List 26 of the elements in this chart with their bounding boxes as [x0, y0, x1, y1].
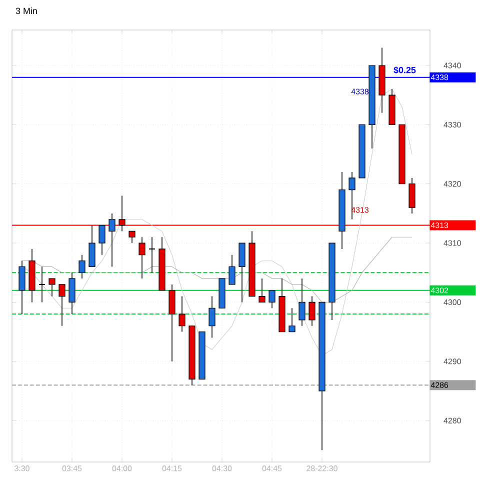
candlestick [178, 296, 186, 332]
candlestick [38, 266, 46, 303]
candlestick [18, 260, 26, 314]
candlestick [88, 224, 96, 268]
candlestick [138, 236, 146, 279]
candlestick [128, 230, 136, 244]
candlestick [288, 308, 296, 332]
candlestick [268, 290, 276, 309]
candlestick [308, 296, 316, 326]
candlestick [78, 254, 86, 279]
candlestick [168, 284, 176, 362]
candlestick [68, 272, 76, 314]
annotation: $0.25 [394, 66, 416, 74]
candlestick [148, 236, 156, 274]
candlestick [298, 278, 306, 326]
candlestick [228, 254, 236, 285]
chart-title: 3 Min [16, 8, 37, 14]
candlestick [238, 242, 246, 303]
candlestick [58, 284, 66, 326]
candlestick [48, 278, 56, 297]
candlestick [208, 296, 216, 338]
candlestick [108, 213, 116, 268]
candlestick [98, 224, 106, 256]
candlestick [408, 178, 416, 214]
candlestick [258, 278, 266, 303]
candlestick [118, 195, 126, 232]
